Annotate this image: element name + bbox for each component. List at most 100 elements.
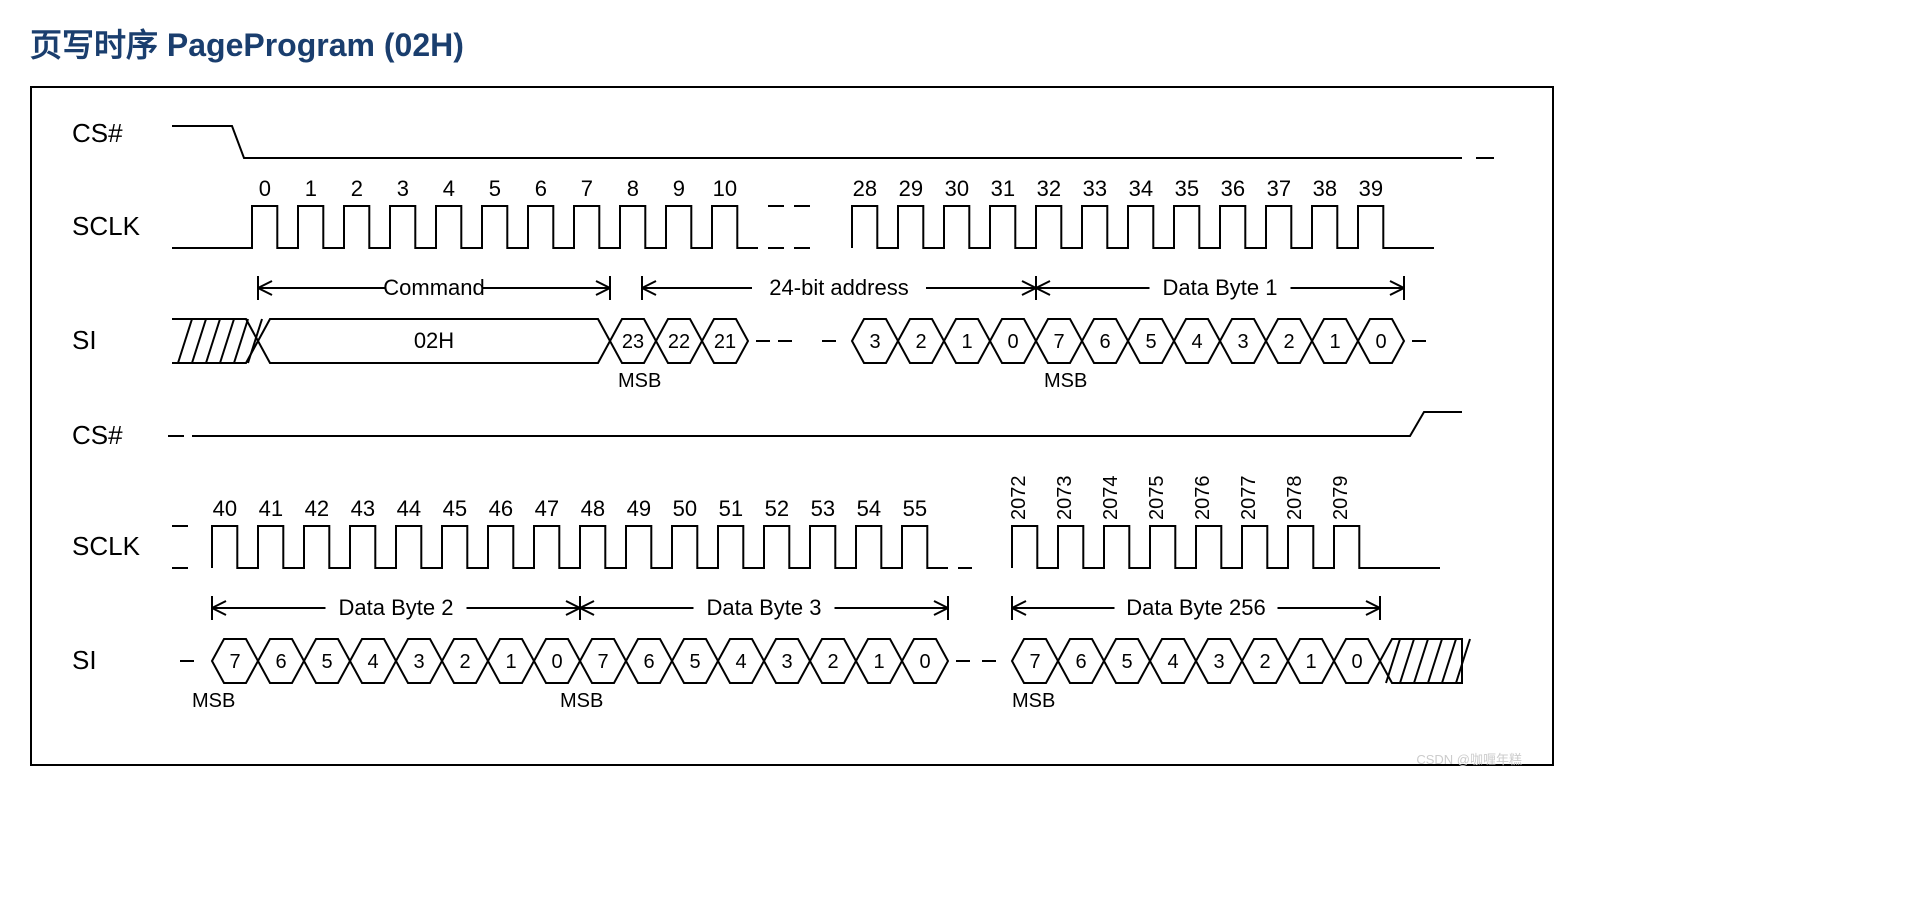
- svg-text:54: 54: [857, 496, 881, 521]
- svg-text:46: 46: [489, 496, 513, 521]
- svg-text:1: 1: [1329, 331, 1340, 353]
- svg-text:6: 6: [1075, 651, 1086, 673]
- svg-text:5: 5: [689, 651, 700, 673]
- svg-text:4: 4: [443, 176, 455, 201]
- svg-text:23: 23: [622, 331, 644, 353]
- svg-text:5: 5: [321, 651, 332, 673]
- svg-text:2074: 2074: [1100, 476, 1122, 521]
- svg-text:7: 7: [1029, 651, 1040, 673]
- svg-text:48: 48: [581, 496, 605, 521]
- svg-text:2073: 2073: [1054, 476, 1076, 521]
- svg-text:SCLK: SCLK: [72, 531, 141, 561]
- svg-text:30: 30: [945, 176, 969, 201]
- svg-text:31: 31: [991, 176, 1015, 201]
- svg-text:5: 5: [1121, 651, 1132, 673]
- svg-text:10: 10: [713, 176, 737, 201]
- svg-text:MSB: MSB: [618, 370, 661, 392]
- svg-text:55: 55: [903, 496, 927, 521]
- svg-text:7: 7: [1053, 331, 1064, 353]
- svg-text:24-bit address: 24-bit address: [769, 275, 908, 300]
- svg-text:2: 2: [459, 651, 470, 673]
- svg-text:4: 4: [1191, 331, 1202, 353]
- svg-text:6: 6: [535, 176, 547, 201]
- svg-text:44: 44: [397, 496, 421, 521]
- svg-text:7: 7: [229, 651, 240, 673]
- svg-text:21: 21: [714, 331, 736, 353]
- svg-text:1: 1: [505, 651, 516, 673]
- svg-text:22: 22: [668, 331, 690, 353]
- svg-text:CS#: CS#: [72, 118, 123, 148]
- svg-text:2: 2: [1259, 651, 1270, 673]
- svg-text:MSB: MSB: [560, 690, 603, 712]
- svg-text:7: 7: [581, 176, 593, 201]
- timing-diagram-svg: CS#SCLKSICS#SCLKSI0123456789102829303132…: [62, 106, 1522, 746]
- svg-text:9: 9: [673, 176, 685, 201]
- svg-text:2: 2: [351, 176, 363, 201]
- svg-text:32: 32: [1037, 176, 1061, 201]
- page-title: 页写时序 PageProgram (02H): [30, 20, 1884, 66]
- svg-text:40: 40: [213, 496, 237, 521]
- svg-text:7: 7: [597, 651, 608, 673]
- svg-text:2078: 2078: [1284, 476, 1306, 521]
- svg-text:6: 6: [1099, 331, 1110, 353]
- svg-text:28: 28: [853, 176, 877, 201]
- svg-text:35: 35: [1175, 176, 1199, 201]
- svg-text:53: 53: [811, 496, 835, 521]
- svg-text:38: 38: [1313, 176, 1337, 201]
- svg-text:6: 6: [275, 651, 286, 673]
- svg-text:0: 0: [1007, 331, 1018, 353]
- svg-text:34: 34: [1129, 176, 1153, 201]
- svg-text:Command: Command: [383, 275, 484, 300]
- svg-text:39: 39: [1359, 176, 1383, 201]
- svg-text:0: 0: [1351, 651, 1362, 673]
- svg-text:1: 1: [1305, 651, 1316, 673]
- svg-text:4: 4: [367, 651, 378, 673]
- svg-text:MSB: MSB: [1044, 370, 1087, 392]
- svg-text:45: 45: [443, 496, 467, 521]
- svg-text:0: 0: [551, 651, 562, 673]
- svg-text:3: 3: [397, 176, 409, 201]
- svg-text:Data Byte 1: Data Byte 1: [1163, 275, 1278, 300]
- svg-text:2: 2: [827, 651, 838, 673]
- svg-text:1: 1: [873, 651, 884, 673]
- svg-text:1: 1: [305, 176, 317, 201]
- svg-text:3: 3: [413, 651, 424, 673]
- svg-text:SI: SI: [72, 645, 97, 675]
- timing-diagram-frame: CS#SCLKSICS#SCLKSI0123456789102829303132…: [30, 86, 1554, 766]
- svg-text:1: 1: [961, 331, 972, 353]
- svg-text:33: 33: [1083, 176, 1107, 201]
- svg-text:2079: 2079: [1330, 476, 1352, 521]
- svg-text:2: 2: [915, 331, 926, 353]
- svg-text:50: 50: [673, 496, 697, 521]
- svg-text:MSB: MSB: [1012, 690, 1055, 712]
- svg-text:47: 47: [535, 496, 559, 521]
- svg-text:51: 51: [719, 496, 743, 521]
- svg-text:CS#: CS#: [72, 420, 123, 450]
- svg-text:52: 52: [765, 496, 789, 521]
- svg-text:49: 49: [627, 496, 651, 521]
- svg-text:0: 0: [919, 651, 930, 673]
- svg-text:0: 0: [259, 176, 271, 201]
- svg-text:2075: 2075: [1146, 476, 1168, 521]
- svg-text:41: 41: [259, 496, 283, 521]
- svg-text:2076: 2076: [1192, 476, 1214, 521]
- svg-text:3: 3: [781, 651, 792, 673]
- svg-text:2: 2: [1283, 331, 1294, 353]
- svg-text:37: 37: [1267, 176, 1291, 201]
- svg-text:4: 4: [735, 651, 746, 673]
- svg-text:8: 8: [627, 176, 639, 201]
- svg-text:36: 36: [1221, 176, 1245, 201]
- svg-text:SI: SI: [72, 325, 97, 355]
- svg-text:29: 29: [899, 176, 923, 201]
- svg-text:6: 6: [643, 651, 654, 673]
- svg-text:0: 0: [1375, 331, 1386, 353]
- svg-text:4: 4: [1167, 651, 1178, 673]
- svg-text:43: 43: [351, 496, 375, 521]
- svg-text:2077: 2077: [1238, 476, 1260, 521]
- svg-text:5: 5: [1145, 331, 1156, 353]
- svg-text:Data Byte 3: Data Byte 3: [707, 595, 822, 620]
- svg-text:42: 42: [305, 496, 329, 521]
- svg-text:MSB: MSB: [192, 690, 235, 712]
- svg-text:3: 3: [1237, 331, 1248, 353]
- svg-text:3: 3: [1213, 651, 1224, 673]
